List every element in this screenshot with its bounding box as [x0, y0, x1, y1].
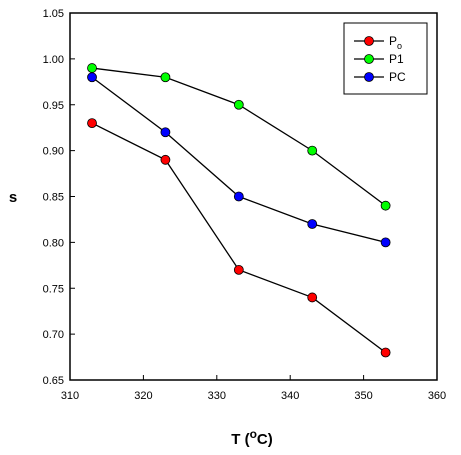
x-axis-title-unit-sup: o [250, 427, 257, 441]
y-tick-label: 1.05 [43, 8, 64, 20]
series-layer [87, 63, 391, 358]
y-tick-label: 0.70 [43, 329, 64, 341]
y-tick-label: 0.65 [43, 375, 64, 387]
data-point [160, 72, 171, 83]
y-axis-title: s [9, 189, 17, 206]
legend-marker [364, 36, 374, 46]
y-tick-label: 0.85 [43, 192, 64, 204]
data-point [380, 200, 391, 211]
data-point [160, 154, 171, 165]
x-axis-title-unit-tail: C) [257, 431, 273, 448]
x-axis-title: T (oC) [231, 427, 273, 448]
legend-label: PC [389, 70, 406, 84]
legend-label-main: P [389, 34, 397, 48]
legend-marker [364, 54, 374, 64]
x-tick-label: 310 [61, 390, 79, 402]
series-line [91, 67, 387, 207]
y-tick-label: 0.90 [43, 146, 64, 158]
series-p [87, 118, 391, 358]
data-point [233, 191, 244, 202]
x-tick-label: 330 [208, 390, 226, 402]
series-pc [87, 72, 391, 248]
data-point [233, 264, 244, 275]
y-tick-label: 0.75 [43, 283, 64, 295]
data-point [380, 237, 391, 248]
tick-group: 310 320 330 340 350 360 0.65 0.70 0.75 0.80 0.85 0.… [43, 8, 447, 402]
legend-label: Po [389, 34, 402, 51]
x-tick-label: 340 [281, 390, 299, 402]
legend-marker [364, 72, 374, 82]
series-p1 [87, 63, 391, 211]
y-tick-label: 0.95 [43, 100, 64, 112]
legend-label-main: PC [389, 70, 406, 84]
data-point [160, 127, 171, 138]
data-point [307, 219, 318, 229]
data-point [380, 347, 391, 358]
data-point [87, 118, 97, 128]
y-tick-label: 1.00 [43, 54, 64, 66]
x-tick-label: 360 [428, 390, 446, 402]
x-tick-label: 350 [354, 390, 372, 402]
x-tick-label: 320 [134, 390, 152, 402]
data-point [307, 145, 318, 156]
legend-label-main: P1 [389, 52, 404, 66]
data-point [307, 292, 318, 303]
data-point [87, 63, 97, 73]
y-tick-label: 0.80 [43, 237, 64, 249]
legend-label: P1 [389, 52, 404, 66]
data-point [87, 72, 97, 83]
legend-label-sub: o [397, 41, 402, 51]
data-point [233, 99, 244, 110]
series-line [91, 122, 387, 353]
x-axis-title-main: T ( [231, 431, 249, 448]
